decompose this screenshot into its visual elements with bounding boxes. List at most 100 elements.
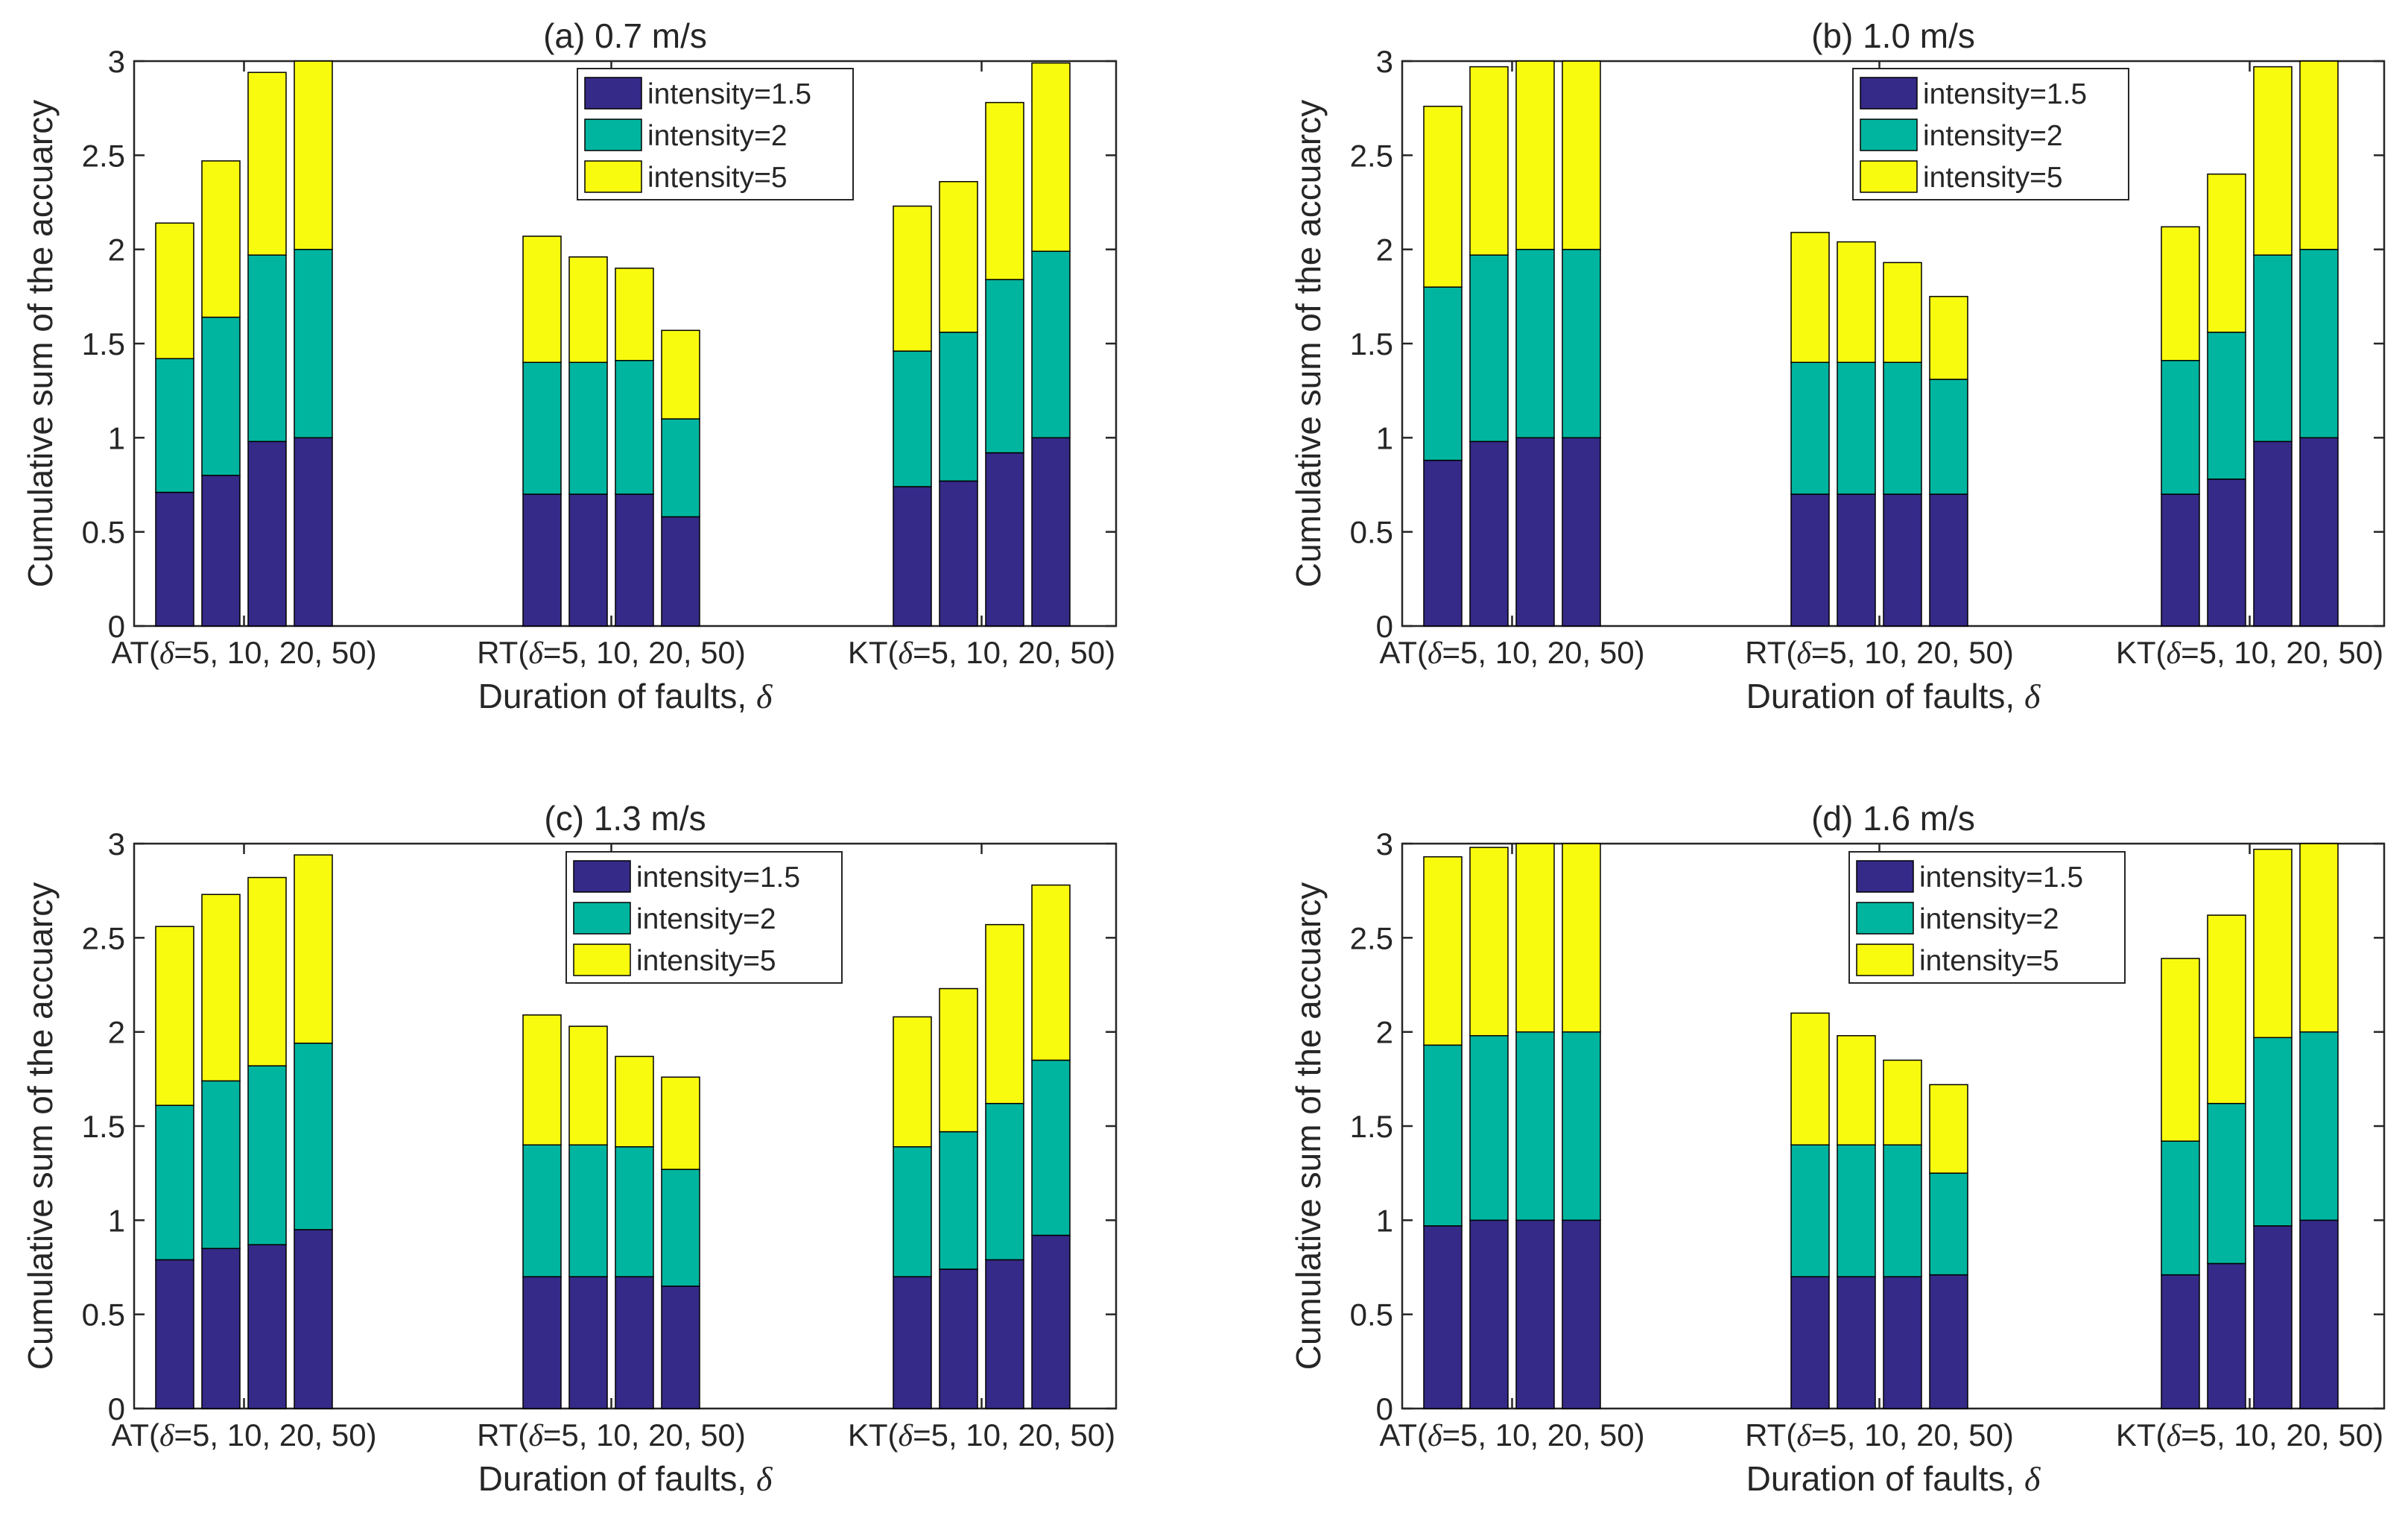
bar-intensity-1-5-kt-d20: [2253, 440, 2293, 627]
bar-intensity-2-kt-d20: [2253, 254, 2293, 443]
legend-swatch-intensity-5: [1860, 160, 1918, 193]
bar-intensity-1-5-kt-d5: [893, 1276, 932, 1409]
bar-intensity-5-rt-d5: [1790, 1012, 1830, 1146]
bar-intensity-5-kt-d50: [1031, 884, 1071, 1061]
y-tick-label: 1: [1376, 1203, 1393, 1238]
bar-intensity-2-kt-d10: [939, 332, 978, 482]
y-tick-label: 2: [1376, 233, 1393, 268]
bar-intensity-5-rt-d10: [1837, 1034, 1876, 1146]
bar-intensity-5-rt-d20: [615, 1055, 654, 1148]
bar-intensity-1-5-rt-d10: [1837, 493, 1876, 627]
y-tick-label: 2: [108, 1015, 125, 1050]
y-tick-label: 3: [108, 826, 125, 862]
y-tick-label: 1: [1376, 420, 1393, 455]
y-tick-label: 3: [108, 44, 125, 79]
bar-intensity-5-kt-d50: [2299, 843, 2339, 1033]
bar-intensity-2-kt-d50: [1031, 250, 1071, 439]
chart-panel-2: 0 0.5 1 1.5 2 2.5 3 AT(δ=5, 10, 20, 50) RT(δ=5, …: [1289, 16, 2386, 715]
bar-intensity-1-5-kt-d50: [1031, 1234, 1071, 1409]
bar-intensity-1-5-at-d10: [201, 1248, 241, 1409]
bar-intensity-1-5-kt-d10: [939, 1268, 978, 1409]
bar-intensity-1-5-kt-d50: [2299, 437, 2339, 627]
x-axis-label: Duration of faults, δ: [478, 1459, 773, 1498]
bar-intensity-1-5-rt-d20: [615, 493, 654, 627]
x-tick-label: AT(δ=5, 10, 20, 50): [1379, 1417, 1644, 1453]
bar-intensity-1-5-at-d20: [247, 440, 287, 627]
bar-intensity-1-5-at-d50: [1562, 437, 1601, 627]
legend-swatch-intensity-1-5: [1860, 77, 1918, 110]
legend-label: intensity=5: [1919, 945, 2059, 977]
y-tick-label: 0: [1376, 1391, 1393, 1426]
y-tick-label: 0.5: [82, 1297, 125, 1333]
bar-intensity-5-rt-d50: [1929, 296, 1968, 380]
legend-swatch-intensity-5: [584, 160, 642, 193]
legend-label: intensity=2: [1923, 120, 2063, 152]
y-axis-label: Cumulative sum of the accuarcy: [1289, 100, 1328, 588]
x-tick-label: KT(δ=5, 10, 20, 50): [2116, 1417, 2383, 1453]
bar-intensity-2-rt-d5: [522, 1144, 562, 1277]
legend-swatch-intensity-5: [573, 943, 631, 976]
bar-intensity-1-5-rt-d50: [1929, 493, 1968, 627]
bar-intensity-1-5-rt-d20: [615, 1276, 654, 1409]
legend-label: intensity=2: [636, 903, 776, 935]
bar-intensity-1-5-at-d20: [247, 1244, 287, 1409]
bar-intensity-5-kt-d50: [2299, 60, 2339, 250]
bar-intensity-5-at-d50: [294, 60, 333, 250]
bar-intensity-2-at-d10: [201, 316, 241, 476]
bar-intensity-2-kt-d20: [985, 1102, 1024, 1261]
bar-intensity-2-rt-d10: [1837, 1144, 1876, 1277]
bar-intensity-1-5-kt-d20: [985, 1259, 1024, 1409]
legend-label: intensity=5: [647, 162, 788, 194]
bar-intensity-1-5-rt-d10: [568, 1276, 608, 1409]
chart-title: (a) 0.7 m/s: [543, 16, 707, 55]
bar-intensity-2-kt-d50: [1031, 1059, 1071, 1236]
x-tick-label: KT(δ=5, 10, 20, 50): [848, 1417, 1115, 1453]
legend-label: intensity=5: [636, 945, 776, 977]
bar-intensity-2-kt-d5: [2161, 359, 2200, 495]
bar-intensity-2-at-d5: [1423, 286, 1463, 461]
legend-swatch-intensity-5: [1856, 943, 1914, 976]
y-tick-label: 1.5: [82, 1109, 125, 1144]
legend-swatch-intensity-1-5: [573, 860, 631, 893]
bar-intensity-5-kt-d5: [2161, 226, 2200, 361]
y-tick-label: 0: [108, 609, 125, 644]
y-tick-label: 2: [1376, 1015, 1393, 1050]
bar-intensity-2-kt-d50: [2299, 1031, 2339, 1221]
bar-intensity-1-5-at-d50: [294, 437, 333, 627]
bar-intensity-5-kt-d50: [1031, 62, 1071, 252]
bar-intensity-5-rt-d20: [1883, 1059, 1922, 1146]
legend: intensity=1.5 intensity=2 intensity=5: [577, 68, 854, 200]
bar-intensity-5-at-d20: [1515, 843, 1555, 1033]
chart-panel-4: 0 0.5 1 1.5 2 2.5 3 AT(δ=5, 10, 20, 50) RT(δ=5, …: [1289, 799, 2386, 1498]
legend: intensity=1.5 intensity=2 intensity=5: [1848, 851, 2126, 984]
bar-intensity-2-at-d20: [247, 254, 287, 443]
bar-intensity-1-5-kt-d5: [2161, 1274, 2200, 1409]
y-tick-label: 2: [108, 233, 125, 268]
bar-intensity-2-kt-d10: [2207, 332, 2246, 480]
y-tick-label: 1.5: [1350, 326, 1393, 361]
bar-intensity-2-rt-d5: [522, 361, 562, 495]
bar-intensity-5-kt-d20: [985, 101, 1024, 280]
chart-title: (c) 1.3 m/s: [544, 799, 706, 838]
bar-intensity-1-5-rt-d5: [1790, 1276, 1830, 1409]
bar-intensity-5-at-d5: [1423, 856, 1463, 1046]
x-tick-label: RT(δ=5, 10, 20, 50): [477, 635, 746, 671]
chart-panel-3: 0 0.5 1 1.5 2 2.5 3 AT(δ=5, 10, 20, 50) RT(δ=5, …: [21, 799, 1118, 1498]
bar-intensity-1-5-rt-d50: [661, 1286, 700, 1409]
x-axis-label: Duration of faults, δ: [478, 677, 773, 715]
y-tick-label: 0.5: [82, 515, 125, 550]
bar-intensity-2-at-d50: [294, 248, 333, 439]
bar-intensity-2-rt-d20: [1883, 361, 1922, 495]
bar-intensity-2-at-d10: [1469, 1034, 1509, 1221]
bar-intensity-1-5-kt-d5: [2161, 493, 2200, 627]
bar-intensity-1-5-at-d50: [294, 1229, 333, 1409]
bar-intensity-2-rt-d5: [1790, 361, 1830, 495]
bar-intensity-5-rt-d5: [1790, 232, 1830, 364]
y-tick-label: 2.5: [82, 920, 125, 955]
chart-title: (d) 1.6 m/s: [1811, 799, 1975, 838]
bar-intensity-1-5-rt-d20: [1883, 1276, 1922, 1409]
bar-intensity-5-rt-d10: [568, 256, 608, 364]
bar-intensity-1-5-rt-d5: [1790, 493, 1830, 627]
